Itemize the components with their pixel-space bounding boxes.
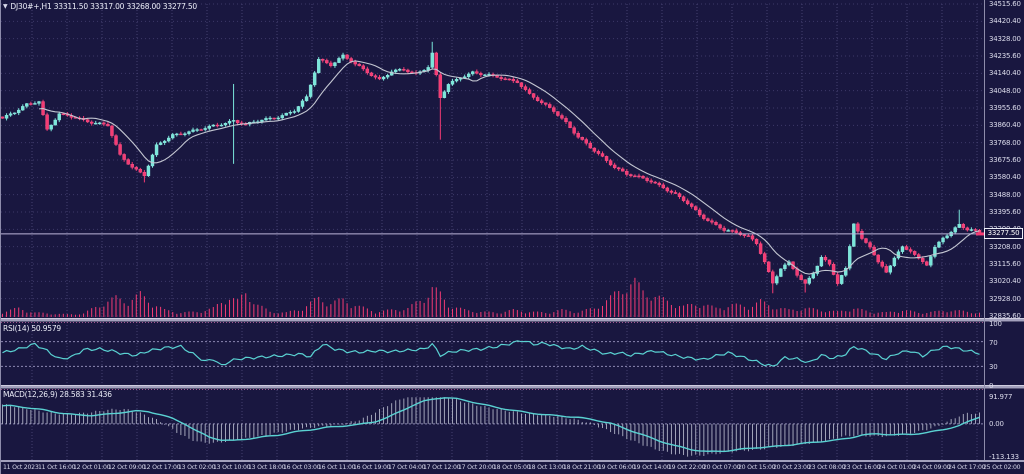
price-axis-label: 33675.60 (989, 156, 1021, 164)
panel-resize-handle-rsi[interactable] (0, 318, 1024, 322)
rsi-axis-label: 30 (989, 363, 998, 372)
time-axis-label: 17 Oct 12:00 (423, 464, 461, 471)
time-axis-label: 20 Oct 07:00 (703, 464, 741, 471)
time-axis-label: 18 Oct 21:00 (563, 464, 601, 471)
time-axis-label: 16 Oct 19:00 (353, 464, 391, 471)
price-axis-label: 32835.60 (989, 312, 1021, 320)
window-border-left (0, 0, 1, 474)
price-axis-label: 33955.60 (989, 104, 1021, 112)
time-axis-label: 19 Oct 14:00 (633, 464, 671, 471)
time-axis-label: 23 Oct 08:00 (808, 464, 846, 471)
price-axis-label: 34328.00 (989, 34, 1021, 43)
price-axis-label: 33020.40 (989, 277, 1021, 286)
time-axis-label: 17 Oct 04:00 (388, 464, 426, 471)
time-axis-label: 13 Oct 18:00 (248, 464, 286, 471)
macd-indicator-label: MACD(12,26,9) 28.583 31.436 (3, 390, 112, 399)
time-axis-label: 13 Oct 02:00 (178, 464, 216, 471)
current-price-value: 33277.50 (987, 229, 1020, 237)
time-axis-label: 19 Oct 06:00 (598, 464, 636, 471)
time-axis-label: 11 Oct 2023 (3, 464, 39, 471)
time-axis-label: 24 Oct 17:00 (948, 464, 986, 471)
time-axis-separator (0, 460, 1024, 462)
price-axis-label: 33488.00 (989, 190, 1021, 199)
time-axis-label: 12 Oct 01:00 (73, 464, 111, 471)
time-axis-label: 20 Oct 15:00 (738, 464, 776, 471)
price-axis-label: 32928.00 (989, 294, 1021, 303)
rsi-axis-label: 0 (989, 382, 994, 390)
time-axis-label: 11 Oct 16:00 (38, 464, 76, 471)
time-axis-label: 20 Oct 23:00 (773, 464, 811, 471)
price-axis-label: 34140.40 (989, 69, 1021, 78)
time-axis-label: 23 Oct 16:00 (843, 464, 881, 471)
time-axis-label: 13 Oct 10:00 (213, 464, 251, 471)
time-axis-label: 24 Oct 01:00 (878, 464, 916, 471)
price-axis-label: 34235.60 (989, 52, 1021, 60)
price-axis-label: 33208.00 (989, 242, 1021, 251)
price-axis-label: 34420.40 (989, 17, 1021, 26)
time-axis-label: 17 Oct 20:00 (458, 464, 496, 471)
time-axis-label: 16 Oct 03:00 (283, 464, 321, 471)
symbol-dropdown-icon[interactable]: ▼ (3, 2, 8, 10)
price-axis-label: 33395.60 (989, 208, 1021, 216)
price-axis-label: 34048.00 (989, 86, 1021, 95)
macd-axis-label: 0.00 (989, 419, 1004, 428)
price-axis-label: 33115.60 (989, 260, 1021, 268)
symbol-ohlc-text: DJ30#+,H1 33311.50 33317.00 33268.00 332… (10, 2, 197, 11)
symbol-ohlc-readout: ▼ DJ30#+,H1 33311.50 33317.00 33268.00 3… (3, 2, 197, 11)
price-axis-label: 33768.00 (989, 138, 1021, 147)
time-axis-label: 18 Oct 13:00 (528, 464, 566, 471)
current-price-tag: 33277.50 (984, 228, 1023, 239)
macd-axis-label: -113.133 (989, 453, 1019, 461)
time-axis-label: 16 Oct 11:00 (318, 464, 356, 471)
macd-axis-label: 91.977 (989, 393, 1013, 401)
time-axis-label: 12 Oct 17:00 (143, 464, 181, 471)
time-axis-label: 18 Oct 05:00 (493, 464, 531, 471)
panel-resize-handle-macd[interactable] (0, 385, 1024, 389)
price-axis-label: 33580.40 (989, 173, 1021, 182)
time-axis-label: 12 Oct 09:00 (108, 464, 146, 471)
rsi-indicator-label: RSI(14) 50.9579 (3, 324, 61, 333)
rsi-axis-label: 70 (989, 338, 998, 347)
rsi-axis-label: 100 (989, 320, 1002, 328)
time-axis-label: 24 Oct 09:00 (913, 464, 951, 471)
time-axis-label: 19 Oct 22:00 (668, 464, 706, 471)
price-axis-label: 34515.60 (989, 0, 1021, 8)
price-axis-label: 33860.40 (989, 121, 1021, 130)
time-axis-label: 25 Oct 02:00 (983, 464, 1021, 471)
